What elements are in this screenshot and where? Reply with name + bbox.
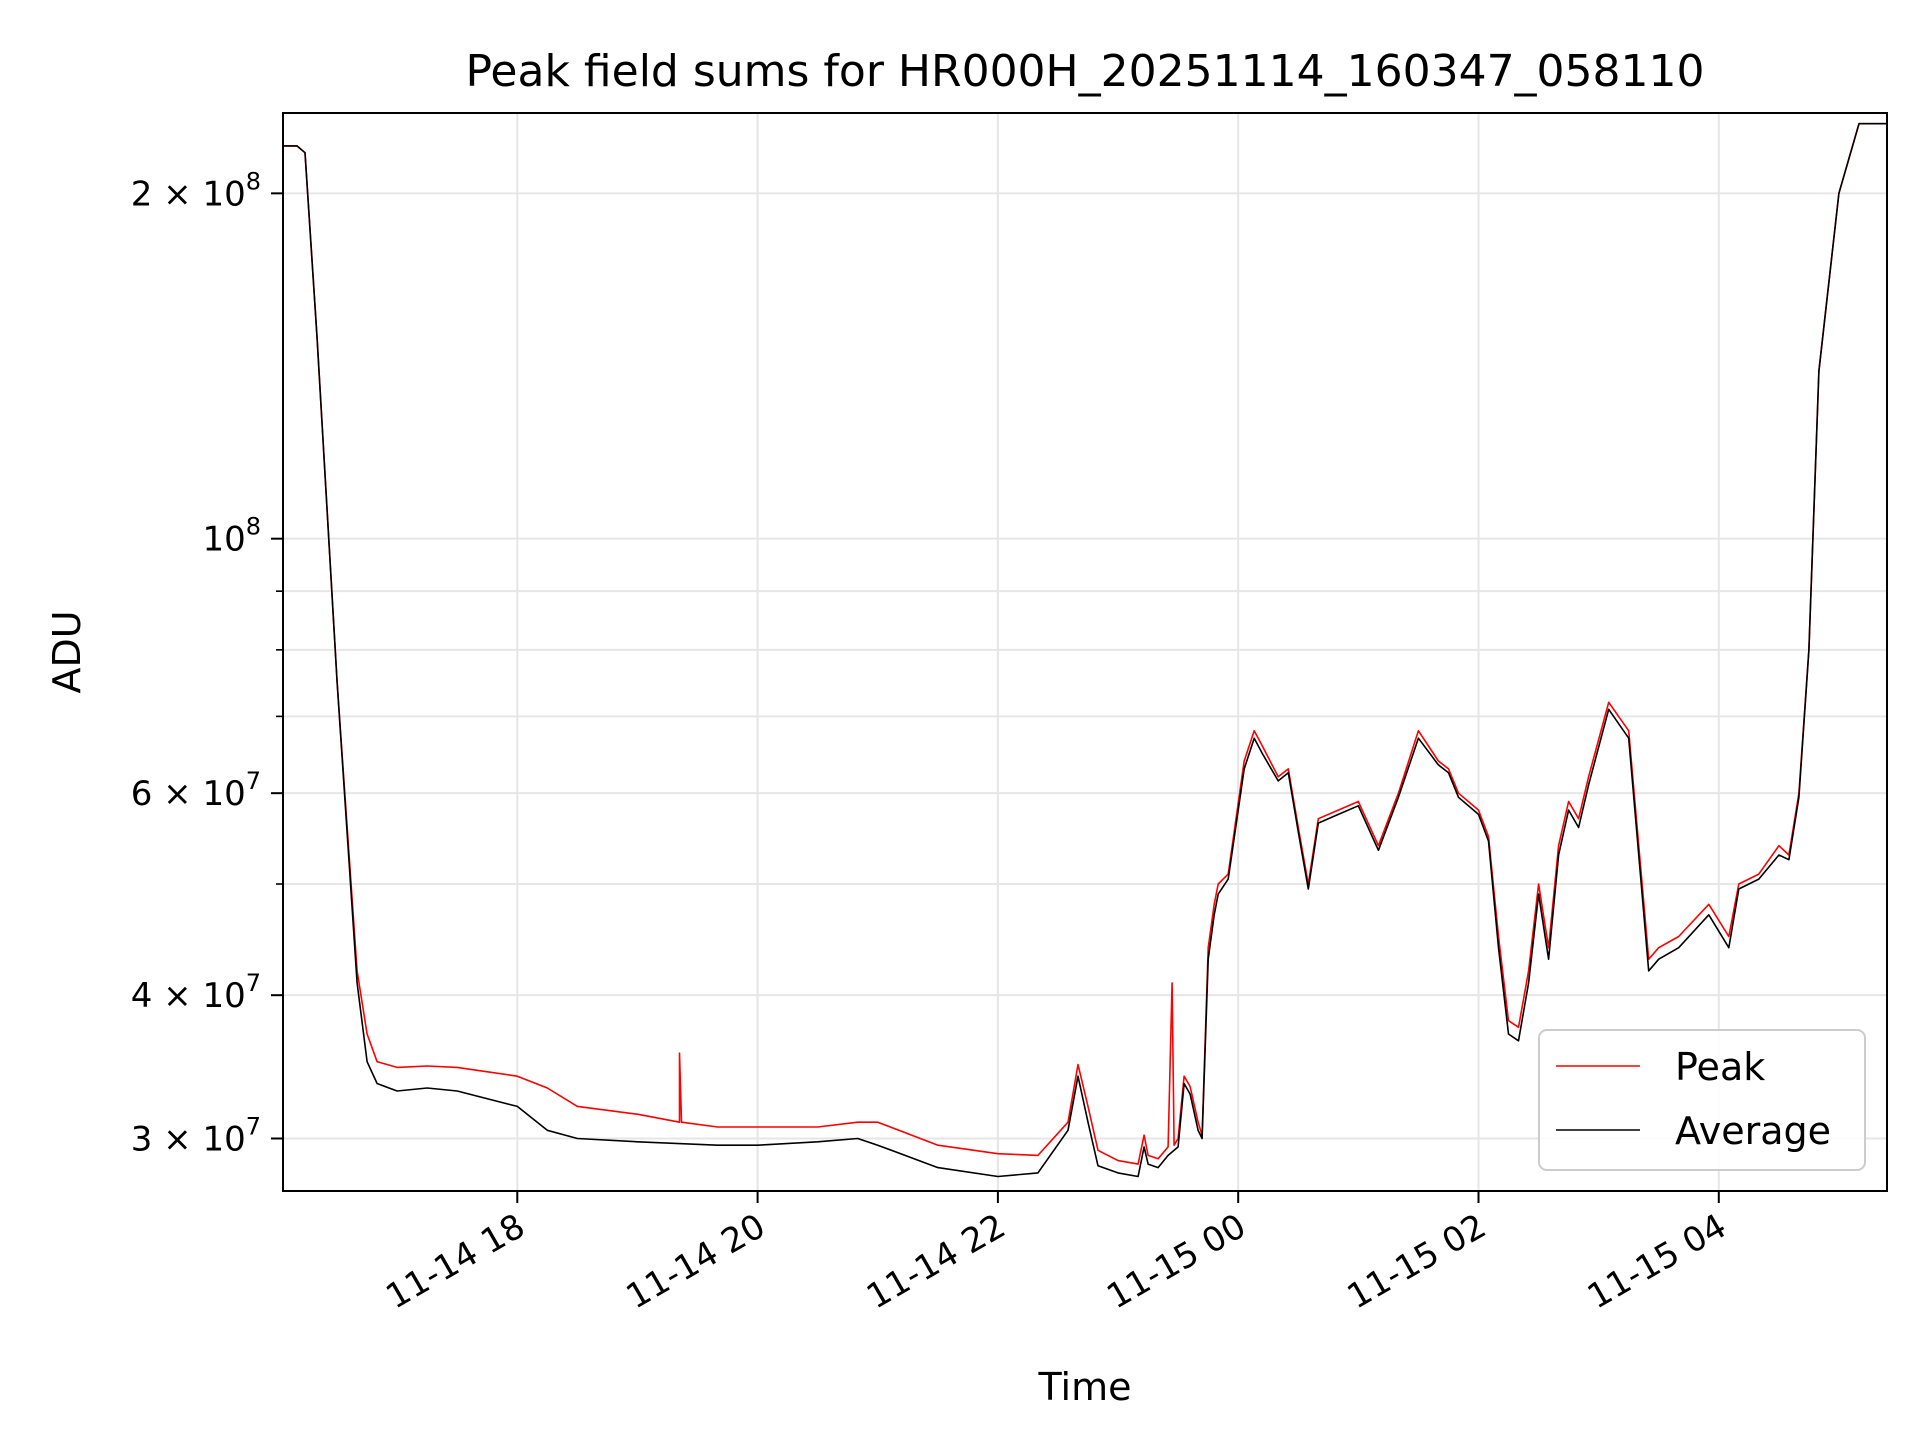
y-tick-label-base: 3 × 10 <box>131 1120 246 1160</box>
y-tick-label-base: 2 × 10 <box>131 174 246 214</box>
legend-box <box>1538 1029 1866 1171</box>
y-tick-label-base: 4 × 10 <box>131 976 246 1016</box>
series-layer <box>283 122 1887 1178</box>
x-axis-label: Time <box>1038 1365 1132 1409</box>
y-tick-label: 6 × 107 <box>131 767 261 814</box>
y-tick-label-exponent: 8 <box>246 513 261 541</box>
y-tick-label-exponent: 7 <box>246 969 261 997</box>
plot-frame <box>282 112 1888 1192</box>
y-tick-label-base: 6 × 10 <box>131 774 246 814</box>
legend: Peak Average <box>1538 1029 1866 1171</box>
y-tick-label: 108 <box>202 513 261 560</box>
y-tick-label-exponent: 7 <box>246 767 261 795</box>
y-tick-label: 2 × 108 <box>131 167 261 214</box>
y-tick-label-exponent: 7 <box>246 1113 261 1141</box>
series-line-average <box>283 122 1887 1178</box>
y-tick-label: 3 × 107 <box>131 1113 261 1160</box>
chart-title: Peak field sums for HR000H_20251114_1603… <box>465 46 1704 97</box>
y-tick-label-exponent: 8 <box>246 167 261 195</box>
y-tick-label-base: 10 <box>202 520 245 560</box>
series-group <box>283 122 1887 1178</box>
y-tick-label: 4 × 107 <box>131 969 261 1016</box>
legend-label-average: Average <box>1675 1109 1831 1153</box>
grid <box>283 113 1887 1191</box>
legend-label-peak: Peak <box>1675 1045 1765 1089</box>
y-axis-label: ADU <box>45 610 89 693</box>
